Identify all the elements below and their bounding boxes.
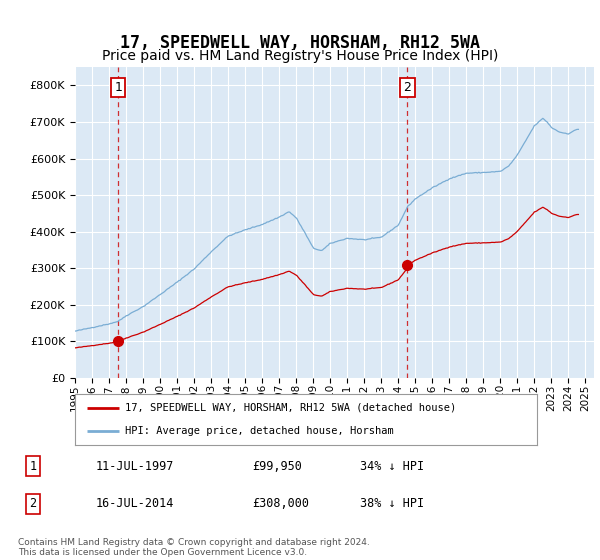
Text: Contains HM Land Registry data © Crown copyright and database right 2024.
This d: Contains HM Land Registry data © Crown c… — [18, 538, 370, 557]
Text: 11-JUL-1997: 11-JUL-1997 — [96, 460, 175, 473]
Text: 16-JUL-2014: 16-JUL-2014 — [96, 497, 175, 511]
Text: £99,950: £99,950 — [252, 460, 302, 473]
Text: 34% ↓ HPI: 34% ↓ HPI — [360, 460, 424, 473]
Text: HPI: Average price, detached house, Horsham: HPI: Average price, detached house, Hors… — [125, 426, 394, 436]
Text: 17, SPEEDWELL WAY, HORSHAM, RH12 5WA (detached house): 17, SPEEDWELL WAY, HORSHAM, RH12 5WA (de… — [125, 403, 456, 413]
Text: Price paid vs. HM Land Registry's House Price Index (HPI): Price paid vs. HM Land Registry's House … — [102, 49, 498, 63]
Text: 38% ↓ HPI: 38% ↓ HPI — [360, 497, 424, 511]
Text: 1: 1 — [114, 81, 122, 94]
Text: 2: 2 — [404, 81, 412, 94]
Text: 17, SPEEDWELL WAY, HORSHAM, RH12 5WA: 17, SPEEDWELL WAY, HORSHAM, RH12 5WA — [120, 34, 480, 52]
Text: 1: 1 — [29, 460, 37, 473]
Text: £308,000: £308,000 — [252, 497, 309, 511]
Text: 2: 2 — [29, 497, 37, 511]
